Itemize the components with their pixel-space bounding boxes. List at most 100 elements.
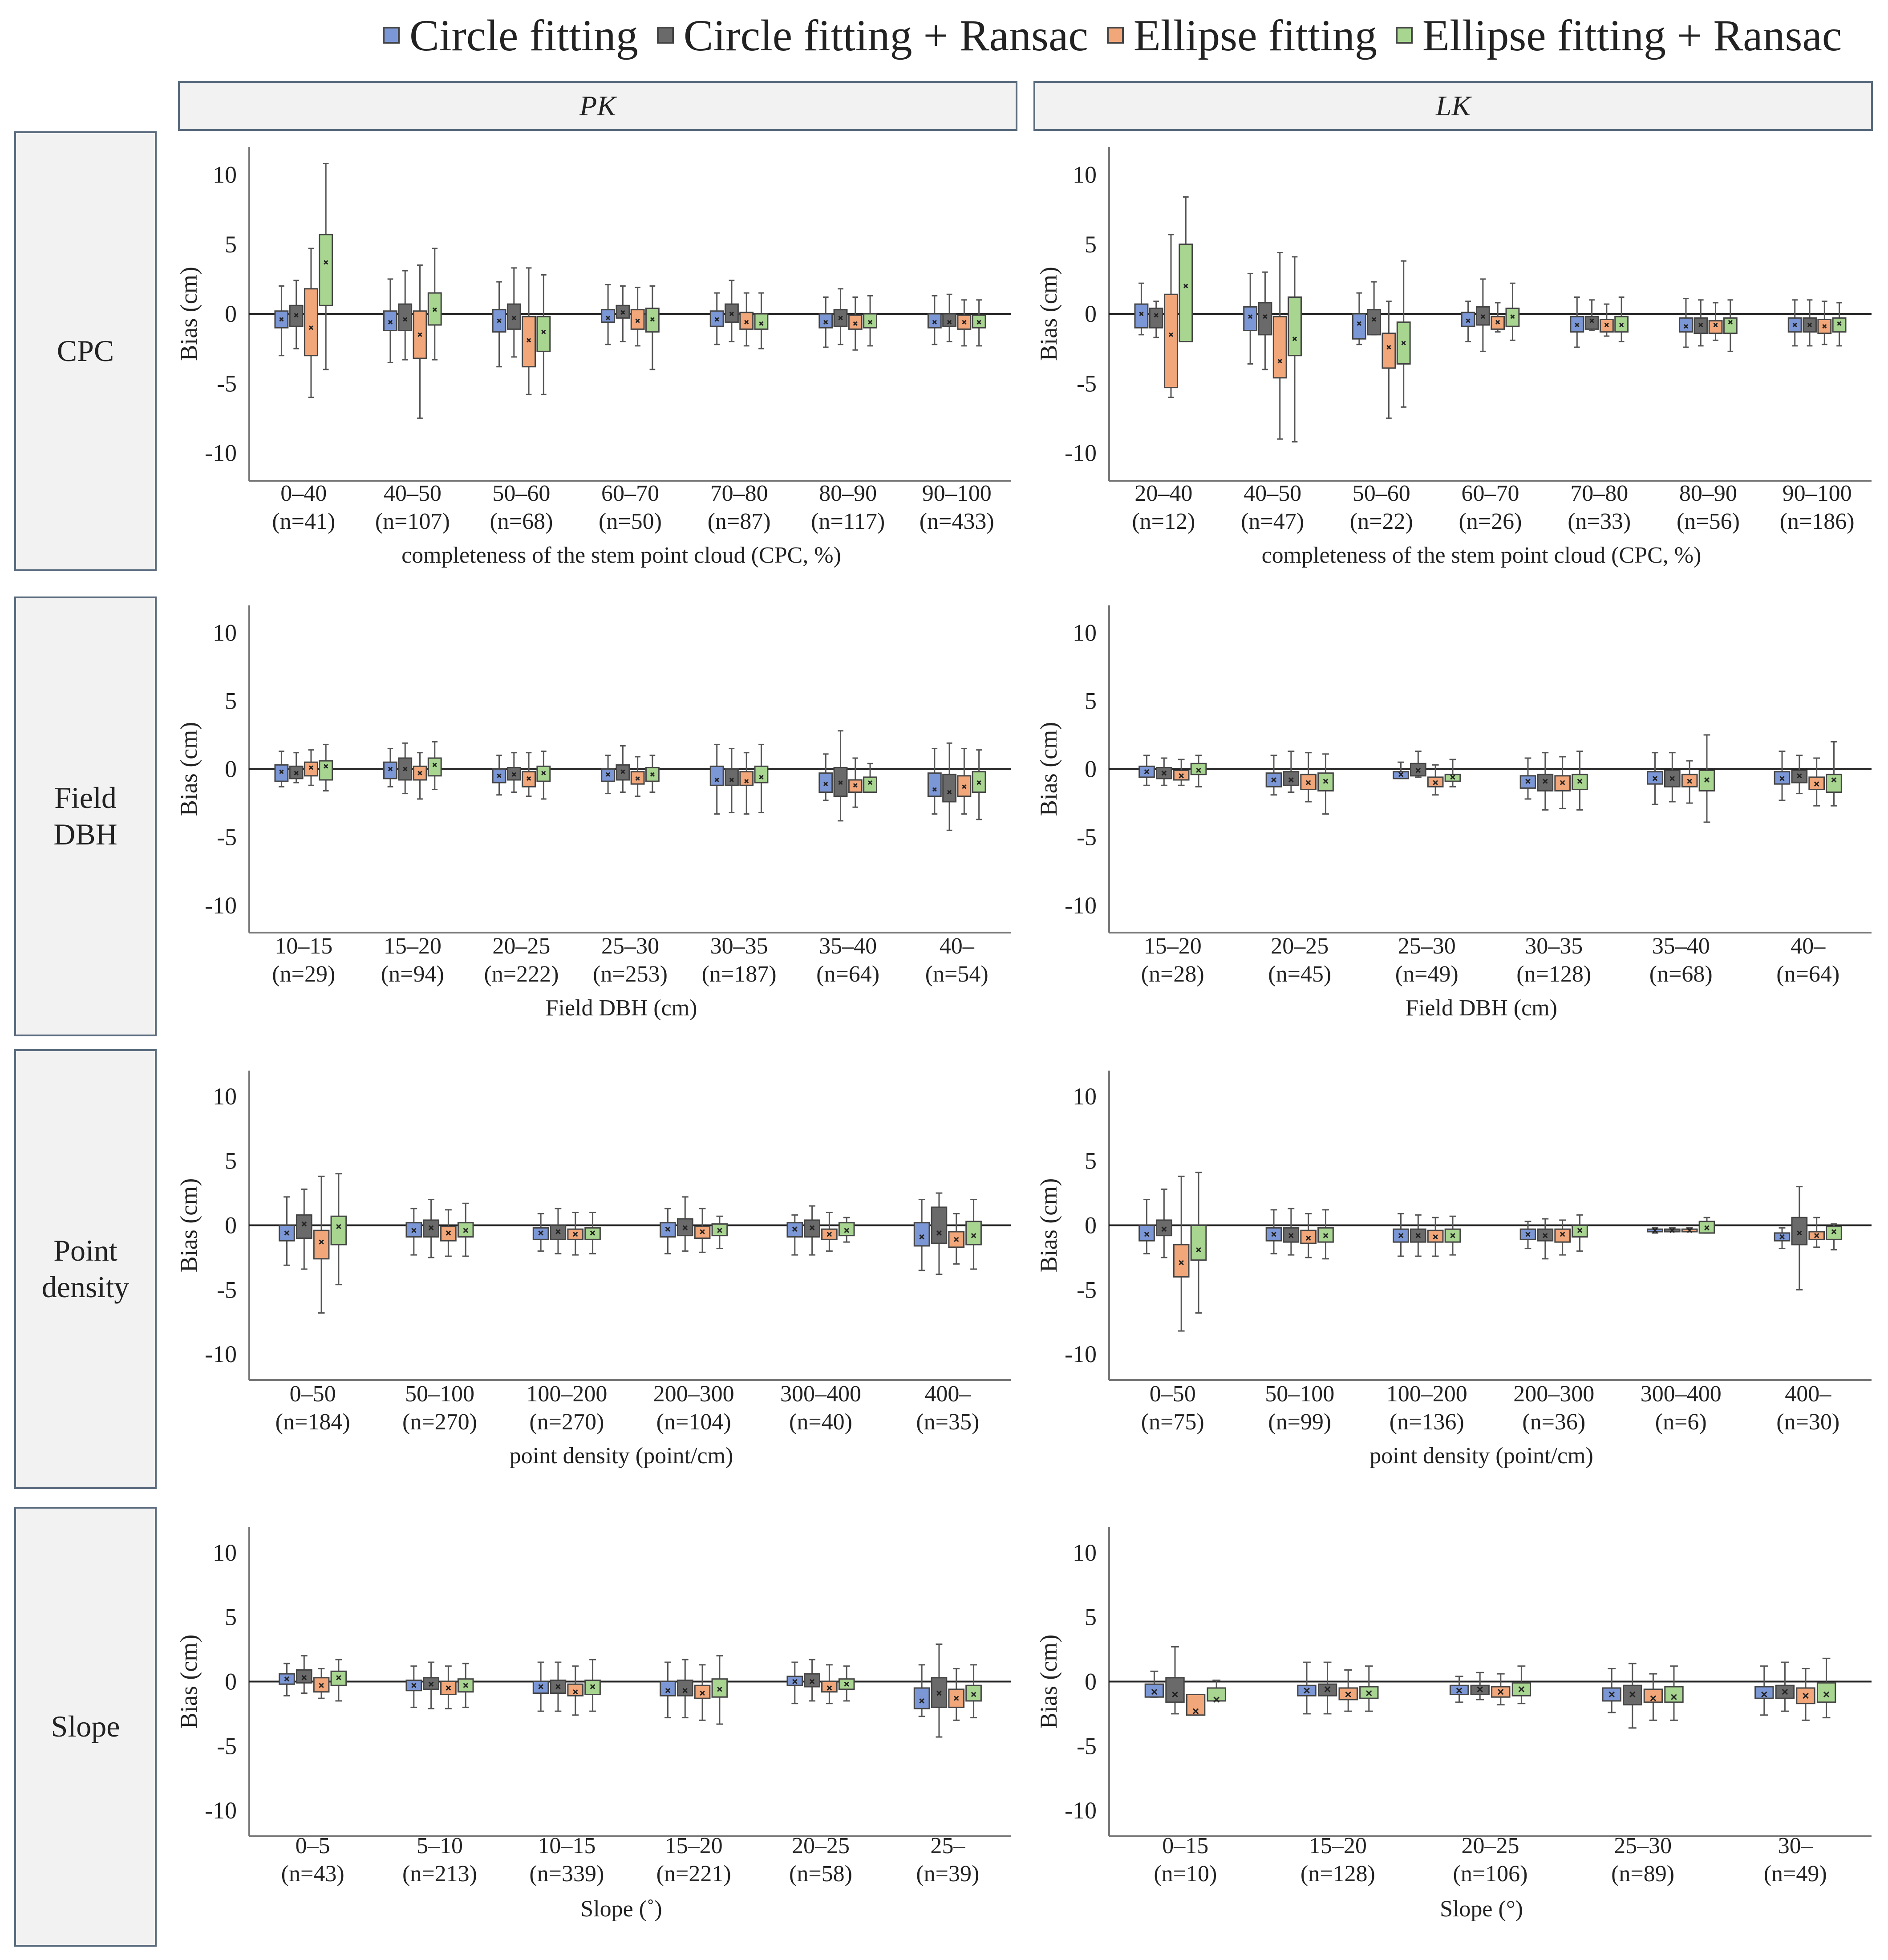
- x-count-label: (n=43): [281, 1861, 344, 1887]
- box-0-1: [1243, 272, 1258, 365]
- mean-marker: [932, 320, 937, 325]
- box-body: [1643, 1688, 1663, 1703]
- mean-marker: [1831, 1229, 1837, 1234]
- x-axis-label: Field DBH (cm): [546, 995, 697, 1021]
- y-tick-label: -5: [217, 370, 237, 397]
- box-1-3: [677, 1196, 693, 1252]
- mean-marker: [947, 320, 952, 325]
- mean-marker: [294, 771, 299, 775]
- mean-marker: [1433, 1234, 1438, 1240]
- box-3-3: [1572, 751, 1588, 811]
- y-tick-label: 0: [225, 300, 237, 327]
- mean-marker: [1797, 773, 1802, 779]
- legend: Circle fitting Circle fitting + Ransac E…: [383, 6, 1842, 64]
- x-count-label: (n=87): [708, 509, 771, 534]
- x-count-label: (n=41): [272, 509, 335, 534]
- legend-label-circle: Circle fitting: [409, 10, 638, 60]
- y-tick-label: 5: [1085, 231, 1097, 258]
- mean-marker: [682, 1225, 688, 1231]
- x-count-label: (n=89): [1611, 1861, 1674, 1887]
- box-0-1: [405, 1665, 422, 1708]
- x-axis-label: Slope (°): [1440, 1896, 1523, 1922]
- mean-marker: [853, 321, 858, 326]
- x-count-label: (n=221): [656, 1861, 731, 1887]
- mean-marker: [700, 1690, 705, 1696]
- mean-marker: [650, 317, 655, 322]
- box-2-3: [630, 756, 645, 797]
- y-tick-label: 10: [213, 162, 237, 188]
- legend-item-ellipse: Ellipse fitting: [1106, 10, 1377, 61]
- y-tick-label: 10: [213, 1083, 237, 1110]
- mean-marker: [1433, 780, 1438, 785]
- x-count-label: (n=68): [490, 509, 553, 534]
- mean-marker: [1797, 1230, 1802, 1236]
- x-tick-label: 0–50: [290, 1381, 336, 1407]
- x-count-label: (n=45): [1268, 962, 1331, 987]
- box-2-6: [1817, 300, 1832, 345]
- y-tick-label: 10: [213, 619, 237, 646]
- box-1-0: [289, 280, 304, 349]
- y-tick-label: 10: [213, 1539, 237, 1566]
- mean-marker: [1687, 779, 1692, 784]
- mean-marker: [665, 1226, 671, 1232]
- x-axis-label: Slope (˚): [580, 1896, 662, 1922]
- y-tick-label: -10: [1065, 892, 1097, 919]
- box-body: [304, 288, 318, 357]
- box-2-5: [948, 1668, 965, 1721]
- box-0-6: [1787, 299, 1802, 347]
- x-count-label: (n=222): [484, 962, 559, 987]
- box-1-2: [506, 752, 521, 793]
- box-0-0: [1134, 282, 1149, 336]
- x-count-label: (n=29): [272, 962, 335, 987]
- mean-marker: [1608, 1691, 1615, 1698]
- box-body: [1173, 1244, 1190, 1278]
- x-count-label: (n=104): [656, 1409, 731, 1435]
- y-tick-label: -10: [205, 440, 237, 467]
- box-body: [1155, 767, 1172, 779]
- mean-marker: [1305, 1235, 1311, 1241]
- x-tick-label: 0–40: [280, 481, 327, 506]
- x-tick-label: 10–15: [275, 933, 332, 959]
- y-tick-label: -5: [1077, 370, 1097, 397]
- box-1-3: [616, 745, 630, 793]
- box-3-0: [319, 163, 333, 370]
- box-2-0: [304, 248, 318, 398]
- chart-panel-6: 10 5 0 -5 -10 Bias (cm) 0–5(n=43) 5–10(n=213) 10…: [175, 1527, 1011, 1922]
- box-body: [1826, 1226, 1842, 1240]
- mean-marker: [279, 769, 284, 774]
- mean-marker: [1543, 779, 1548, 784]
- x-tick-label: 300–400: [780, 1381, 861, 1407]
- mean-marker: [417, 771, 422, 775]
- x-count-label: (n=117): [811, 509, 885, 534]
- mean-marker: [1161, 1226, 1167, 1232]
- box-body: [1681, 774, 1698, 787]
- box-0-3: [660, 1661, 676, 1719]
- box-3-2: [584, 1212, 601, 1254]
- x-tick-label: 40–50: [384, 481, 442, 506]
- box-body: [957, 314, 972, 330]
- box-2-5: [948, 1213, 965, 1265]
- mean-marker: [1761, 1691, 1767, 1698]
- box-body: [567, 1683, 584, 1696]
- box-body: [1288, 296, 1302, 357]
- x-tick-label: 25–30: [601, 933, 659, 959]
- mean-marker: [853, 783, 858, 788]
- box-1-5: [1791, 755, 1808, 795]
- x-tick-label: 25–30: [1398, 933, 1456, 959]
- box-0-2: [532, 1661, 549, 1712]
- x-tick-label: 25–30: [1614, 1833, 1672, 1859]
- box-body: [1243, 306, 1258, 331]
- y-tick-label: -5: [1077, 1276, 1097, 1303]
- box-3-6: [1832, 302, 1847, 347]
- mean-marker: [336, 1224, 341, 1230]
- x-tick-label: 15–20: [1144, 933, 1202, 959]
- box-body: [1708, 320, 1723, 334]
- x-tick-label: 100–200: [526, 1381, 607, 1407]
- mean-marker: [1324, 1686, 1331, 1692]
- box-body: [913, 1687, 930, 1709]
- mean-marker: [1271, 777, 1276, 783]
- box-3-2: [1511, 1665, 1531, 1704]
- x-count-label: (n=12): [1132, 509, 1195, 534]
- box-0-2: [492, 755, 506, 796]
- mean-marker: [838, 780, 843, 785]
